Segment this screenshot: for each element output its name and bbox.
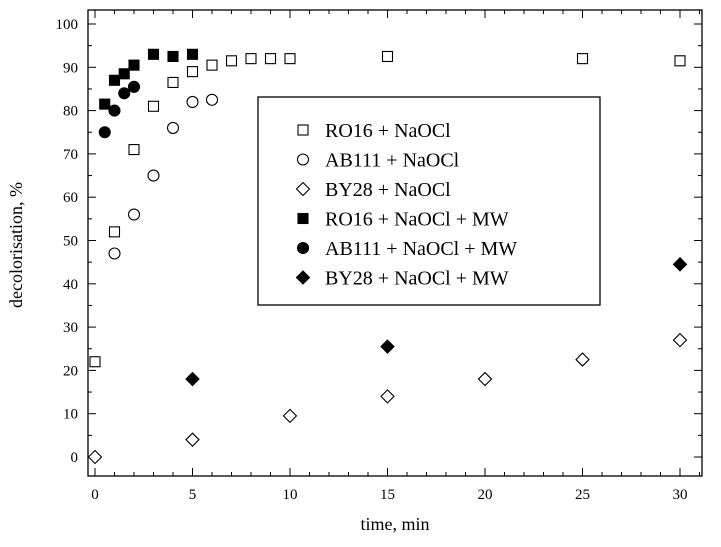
data-point <box>118 87 131 100</box>
data-point <box>186 95 199 108</box>
data-point <box>380 339 395 354</box>
data-point <box>186 48 199 60</box>
data-point <box>118 68 130 80</box>
data-point <box>575 352 590 367</box>
x-axis-title: time, min <box>361 514 430 534</box>
series-ab111-naocl <box>108 93 219 260</box>
data-point <box>245 53 257 65</box>
legend-label: AB111 + NaOCl <box>325 150 460 172</box>
data-point <box>127 208 141 221</box>
y-tick-label: 10 <box>63 407 78 423</box>
x-tick-label: 20 <box>478 487 493 503</box>
y-tick-label: 100 <box>56 17 79 33</box>
data-point <box>185 371 200 387</box>
y-tick-label: 80 <box>63 104 78 120</box>
y-tick-labels: 0 10 20 30 40 50 60 70 80 90 100 <box>56 17 79 466</box>
legend-label: BY28 + NaOCl + MW <box>325 268 509 290</box>
tick-marks <box>88 10 702 476</box>
data-point <box>282 408 298 424</box>
legend-marker <box>296 153 310 166</box>
y-tick-label: 60 <box>63 190 78 206</box>
x-tick-label: 10 <box>283 487 298 503</box>
data-point <box>108 74 121 86</box>
data-point <box>206 59 218 71</box>
legend-items: RO16 + NaOCl AB111 + NaOCl BY28 + NaOCl RO1… <box>295 120 517 290</box>
data-point <box>108 226 121 238</box>
y-tick-label: 40 <box>63 277 78 293</box>
data-point <box>477 371 493 387</box>
legend-marker <box>295 270 311 285</box>
data-point <box>672 257 688 272</box>
legend-marker <box>296 241 310 255</box>
data-point <box>147 169 160 182</box>
y-tick-label: 90 <box>63 60 78 76</box>
x-tick-label: 25 <box>575 487 590 503</box>
data-points <box>87 48 688 465</box>
x-tick-label: 0 <box>91 487 99 503</box>
legend-label: BY28 + NaOCl <box>325 179 451 201</box>
legend-box <box>257 96 601 306</box>
y-tick-label: 70 <box>63 147 78 163</box>
data-point <box>674 55 686 67</box>
data-point <box>87 449 103 465</box>
legend: RO16 + NaOCl AB111 + NaOCl BY28 + NaOCl RO1… <box>257 96 601 306</box>
data-point <box>147 100 160 112</box>
data-point <box>98 126 111 139</box>
legend-label: RO16 + NaOCl + MW <box>325 209 509 231</box>
data-point <box>225 55 238 67</box>
series-ro16-naocl <box>89 50 686 368</box>
x-tick-label: 5 <box>189 487 197 503</box>
y-tick-label: 0 <box>71 450 79 466</box>
legend-label: AB111 + NaOCl + MW <box>325 238 517 260</box>
series-ro16-naocl-mw <box>99 48 199 110</box>
series-by28-naocl-mw <box>185 257 688 387</box>
y-tick-label: 50 <box>63 234 78 250</box>
data-point <box>99 98 111 110</box>
data-point <box>185 432 200 447</box>
data-point <box>167 76 179 89</box>
plot-frame <box>87 9 703 477</box>
legend-marker <box>295 181 311 197</box>
data-point <box>108 247 121 260</box>
data-point <box>576 53 589 65</box>
y-axis-title: decolorisation, % <box>6 182 26 308</box>
data-point <box>147 48 160 60</box>
x-tick-label: 15 <box>380 487 395 503</box>
data-point <box>128 144 140 156</box>
x-tick-label: 30 <box>673 487 688 503</box>
series-ab111-naocl-mw <box>98 80 141 139</box>
data-point <box>108 104 121 117</box>
series-by28-naocl <box>87 332 688 465</box>
data-point <box>264 53 277 65</box>
data-point <box>381 50 394 63</box>
data-point <box>380 389 395 404</box>
data-point <box>89 356 101 368</box>
y-tick-label: 20 <box>63 363 78 379</box>
data-point <box>166 121 180 134</box>
x-tick-labels: 0 5 10 15 20 25 30 <box>91 487 687 503</box>
data-point <box>672 332 688 348</box>
legend-marker <box>297 124 309 136</box>
data-point <box>284 53 296 65</box>
y-tick-label: 30 <box>63 320 78 336</box>
data-point <box>205 93 219 106</box>
legend-marker <box>297 212 309 225</box>
data-point <box>167 50 179 63</box>
data-point <box>127 80 141 93</box>
legend-label: RO16 + NaOCl <box>325 120 451 142</box>
data-point <box>186 66 199 78</box>
data-point <box>128 59 140 71</box>
